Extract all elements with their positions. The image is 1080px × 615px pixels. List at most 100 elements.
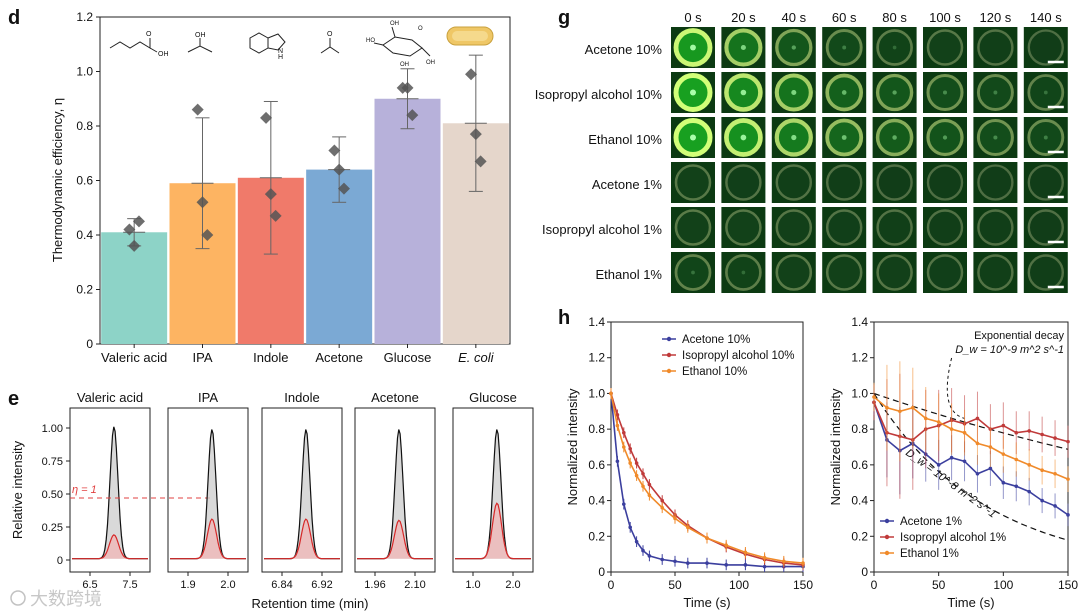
acetone-structure-icon: O <box>320 31 340 54</box>
h-data-point <box>686 525 690 530</box>
h-data-point <box>988 445 993 449</box>
h-series-line <box>610 393 803 568</box>
g-row-label: Isopropyl alcohol 10% <box>535 87 663 102</box>
svg-text:HO: HO <box>366 38 375 44</box>
h-y-tick-label: 0.6 <box>588 458 605 472</box>
d-y-tick-label: 0.4 <box>76 228 93 242</box>
h-legend-label: Acetone 1% <box>900 516 962 528</box>
g-droplet-ring <box>976 118 1014 157</box>
panel-label-h: h <box>558 307 570 329</box>
h-legend-marker <box>666 352 672 358</box>
h-fit-annotation-arrow <box>946 357 965 419</box>
h-data-point <box>1014 484 1019 489</box>
g-column-header: 0 s <box>684 10 702 25</box>
g-droplet-center <box>690 89 696 96</box>
g-droplet-center <box>993 90 998 95</box>
h-legend-label: Acetone 10% <box>682 334 750 346</box>
e-x-axis-label: Retention time (min) <box>251 596 368 611</box>
g-droplet-ring <box>1027 254 1065 291</box>
g-micrograph-cell <box>872 207 917 248</box>
h-data-point <box>628 525 632 530</box>
g-column-header: 60 s <box>832 10 857 25</box>
g-droplet-ring <box>674 164 712 201</box>
h-data-point <box>622 430 626 435</box>
d-data-point <box>132 215 145 228</box>
h-plot-frame <box>610 321 804 573</box>
g-micrograph-cell <box>721 252 766 293</box>
h-legend-label: Isopropyl alcohol 10% <box>682 350 795 362</box>
d-y-tick-label: 0.6 <box>76 174 93 188</box>
h-data-point <box>975 441 980 446</box>
g-droplet-center <box>740 134 747 141</box>
g-row-label: Acetone 1% <box>592 177 663 192</box>
h-y-tick-label: 1.2 <box>588 351 605 365</box>
e-red-peak-band <box>357 520 433 559</box>
h-data-point <box>949 455 954 460</box>
h-data-point <box>660 505 664 510</box>
panel-h-right-plot: 0 0.2 0.4 0.6 0.8 1.0 1.2 1.4 0 50 100 150 Time (s) N… <box>828 315 1078 610</box>
g-droplet-center <box>1043 135 1048 140</box>
e-black-peak-band <box>170 429 246 559</box>
svg-text:N: N <box>278 48 283 55</box>
d-data-point <box>401 81 414 94</box>
h-data-point <box>660 498 664 503</box>
h-y-tick-label: 0 <box>598 565 605 579</box>
h-data-point <box>622 445 626 449</box>
g-row-label: Acetone 10% <box>585 42 663 57</box>
svg-text:OH: OH <box>390 21 399 27</box>
g-droplet-ring <box>1027 74 1065 111</box>
h-y-tick-label: 0 <box>861 565 868 579</box>
g-droplet-ring <box>926 164 964 201</box>
g-micrograph-cell <box>973 252 1018 293</box>
isopropyl-alcohol-structure-icon: OH <box>187 32 213 53</box>
h-legend-marker <box>884 550 890 556</box>
e-x-tick-label: 6.84 <box>271 579 292 591</box>
g-droplet-center <box>691 270 695 275</box>
h-data-point <box>988 466 993 471</box>
g-micrograph-cell <box>973 162 1018 203</box>
e-x-tick-label: 7.5 <box>122 579 137 591</box>
h-data-point <box>1053 436 1057 440</box>
svg-text:OH: OH <box>158 51 169 58</box>
h-data-point <box>975 416 980 421</box>
d-data-point <box>465 68 478 81</box>
e-black-peak-band <box>72 426 148 559</box>
h-data-point <box>936 420 941 424</box>
g-column-header: 80 s <box>882 10 907 25</box>
g-droplet-ring <box>1027 209 1064 246</box>
h-y-axis-label: Normalized intensity <box>828 388 843 506</box>
g-column-header: 140 s <box>1030 10 1062 25</box>
h-data-point <box>724 543 728 548</box>
h-x-tick-label: 150 <box>1058 578 1078 592</box>
g-droplet-ring <box>775 28 813 67</box>
h-data-point <box>1014 430 1019 435</box>
h-data-point <box>628 461 632 465</box>
h-data-point <box>1040 432 1044 437</box>
g-droplet-ring <box>1027 119 1065 156</box>
h-data-point <box>628 446 632 451</box>
h-data-point <box>647 482 652 487</box>
g-micrograph-cell <box>822 27 867 68</box>
h-x-tick-label: 100 <box>729 578 749 592</box>
h-y-tick-label: 0.6 <box>851 458 868 472</box>
e-subplot-title: IPA <box>198 390 218 405</box>
h-data-point <box>641 548 645 553</box>
g-micrograph-cell <box>923 207 967 248</box>
e-y-axis-label: Relative intensity <box>10 440 25 539</box>
g-droplet-center <box>1043 90 1048 95</box>
d-data-point <box>260 111 273 124</box>
g-micrograph-cell <box>923 27 967 68</box>
g-micrograph-cell <box>923 162 967 203</box>
e-y-tick-label: 0.25 <box>42 522 63 534</box>
d-data-point <box>269 209 282 222</box>
g-droplet-center <box>993 135 998 140</box>
h-data-point <box>782 559 786 564</box>
h-y-tick-label: 1.4 <box>588 315 605 329</box>
g-droplet-center <box>892 90 897 95</box>
g-micrograph-cell <box>973 27 1018 68</box>
panel-label-e: e <box>8 388 19 410</box>
h-series-line <box>873 402 1069 443</box>
e-y-tick-label: 0 <box>57 555 63 567</box>
panel-label-g: g <box>558 7 570 29</box>
